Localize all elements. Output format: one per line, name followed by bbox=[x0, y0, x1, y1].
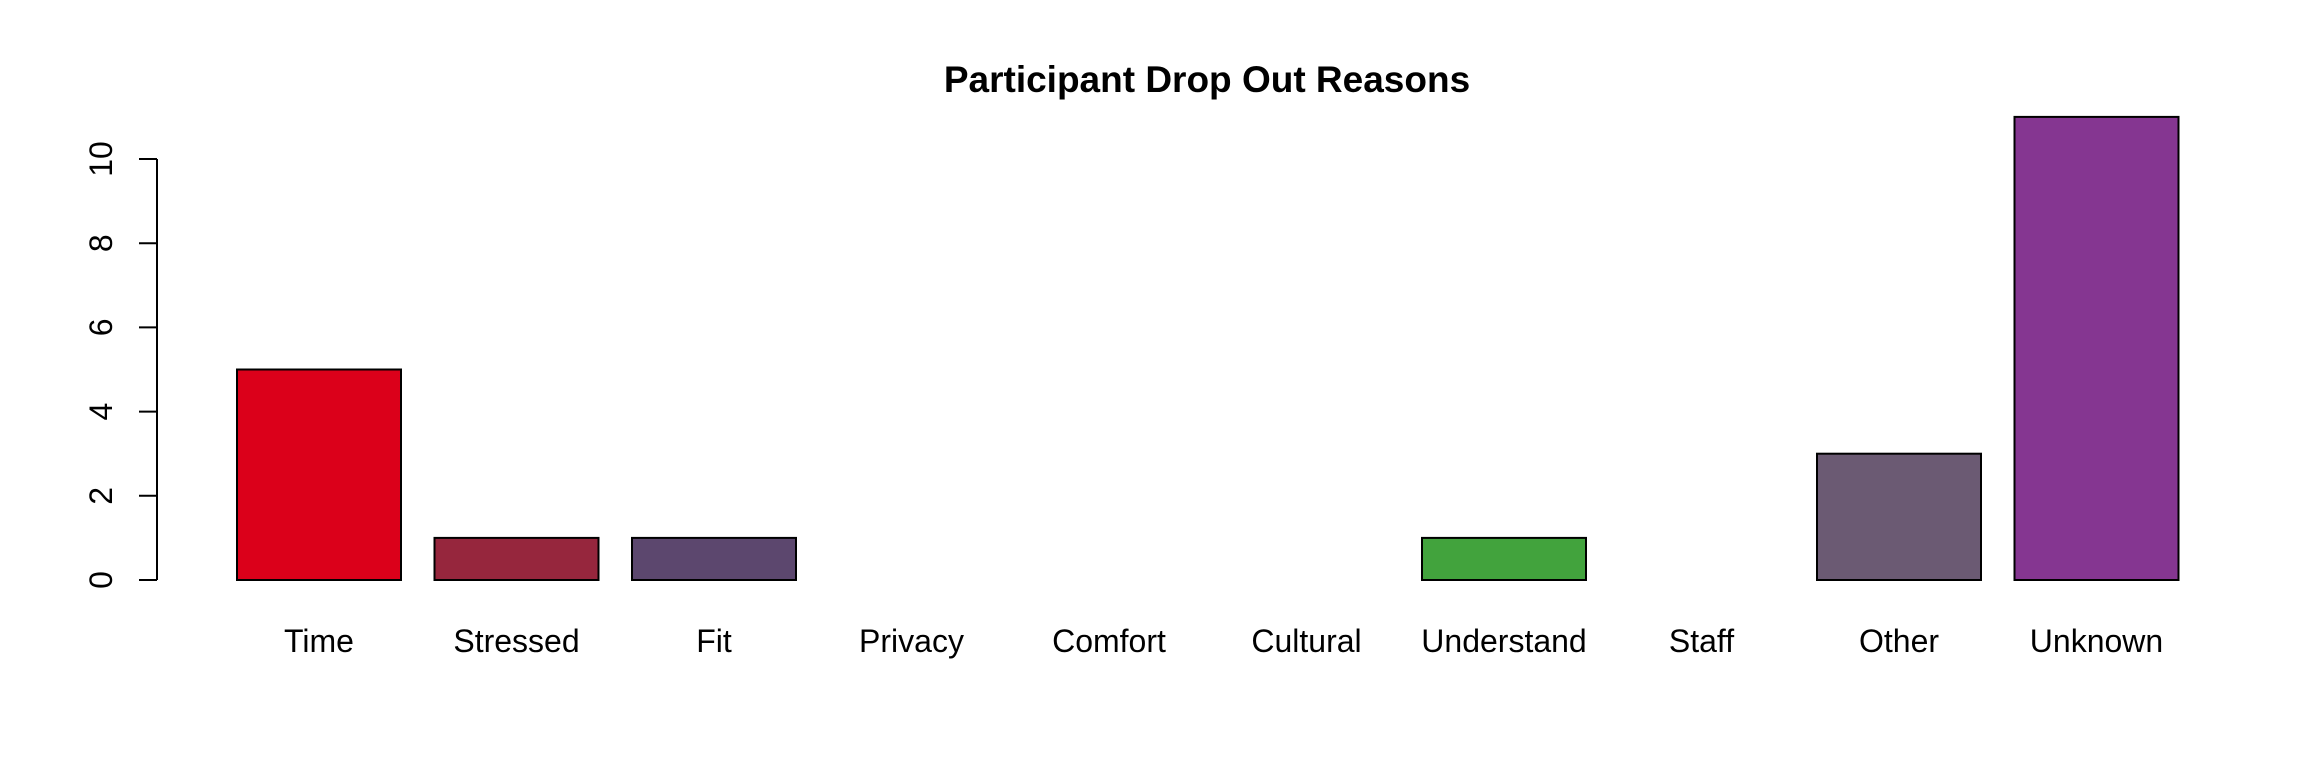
x-tick-label: Privacy bbox=[859, 623, 964, 659]
x-tick-label: Time bbox=[284, 623, 354, 659]
x-tick-label: Fit bbox=[696, 623, 732, 659]
y-tick-label: 4 bbox=[83, 403, 119, 421]
bar-time bbox=[236, 368, 402, 581]
y-tick-label: 2 bbox=[83, 487, 119, 505]
bar-unknown bbox=[2013, 115, 2180, 582]
y-tick-label: 10 bbox=[83, 141, 119, 177]
x-tick-label: Unknown bbox=[2030, 623, 2163, 659]
x-axis-labels: Time Stressed Fit Privacy Comfort Cultural Und… bbox=[284, 623, 2163, 659]
x-tick-label: Comfort bbox=[1052, 623, 1166, 659]
x-tick-label: Stressed bbox=[453, 623, 579, 659]
bar-fit bbox=[631, 536, 797, 582]
x-tick-label: Staff bbox=[1669, 623, 1734, 659]
y-tick-label: 8 bbox=[83, 234, 119, 252]
y-tick-label: 0 bbox=[83, 571, 119, 589]
bar-other bbox=[1816, 452, 1982, 582]
chart-title: Participant Drop Out Reasons bbox=[944, 59, 1470, 100]
bars-group bbox=[236, 115, 2180, 582]
y-axis: 0 2 4 6 8 10 bbox=[83, 141, 158, 589]
bar-stressed bbox=[433, 536, 600, 582]
bar-understand bbox=[1421, 536, 1587, 582]
x-tick-label: Other bbox=[1859, 623, 1939, 659]
x-tick-label: Cultural bbox=[1251, 623, 1361, 659]
y-tick-label: 6 bbox=[83, 319, 119, 337]
x-tick-label: Understand bbox=[1421, 623, 1586, 659]
